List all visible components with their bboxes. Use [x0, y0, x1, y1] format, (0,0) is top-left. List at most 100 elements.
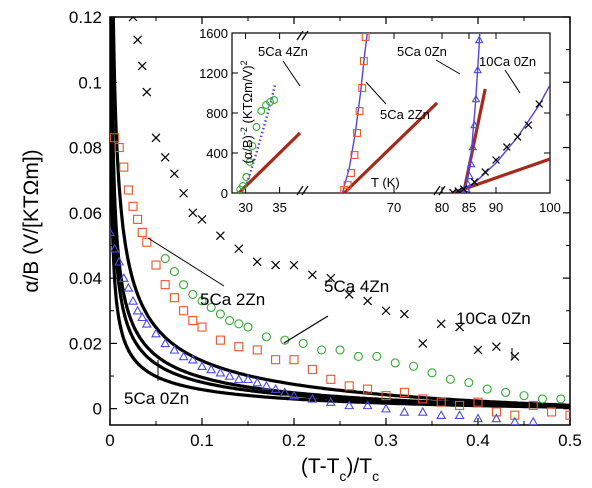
inset-y-title: (α/B)-2 (KTΩm/V)2 [239, 60, 255, 163]
point-1-18 [409, 361, 419, 371]
fit-dot-2-9 [129, 332, 133, 336]
inset-frame [231, 32, 551, 194]
point-3-4 [123, 282, 134, 292]
point-3-36 [510, 416, 520, 425]
inset-point-2-3 [465, 171, 474, 180]
fit-dot-1-7 [125, 305, 129, 309]
point-0-25 [491, 342, 501, 352]
point-2-14 [215, 335, 225, 345]
point-1-14 [335, 345, 345, 355]
fit-dot-2-4 [119, 295, 123, 300]
fit-dot-0-6 [123, 239, 127, 243]
inset-linear-fit-2 [462, 88, 487, 193]
inset-point-3-1 [454, 187, 463, 193]
point-2-0 [110, 133, 120, 143]
point-1-7 [225, 316, 235, 326]
fit-dot-3-11 [133, 358, 137, 362]
fit-dot-2-7 [125, 321, 129, 325]
y-tick-label-0: 0 [93, 400, 102, 419]
point-0-7 [179, 188, 189, 198]
fit-dot-3-6 [123, 340, 127, 344]
point-1-15 [353, 351, 363, 362]
point-0-13 [271, 260, 281, 270]
inset-break-bottom-1 [296, 185, 304, 196]
inset-leader-5ca-2zn [365, 81, 387, 105]
point-0-9 [197, 214, 207, 224]
inset-point-2-9 [474, 35, 484, 44]
inset-x-tick-label-2: 70 [387, 200, 401, 215]
point-2-11 [179, 306, 189, 316]
point-3-20 [252, 377, 263, 387]
fit-dot-0-10 [131, 278, 135, 282]
point-0-19 [381, 306, 391, 316]
point-1-23 [501, 387, 511, 397]
label-5ca-2zn: 5Ca 2Zn [200, 290, 265, 309]
inset-point-2-2 [463, 179, 473, 188]
point-2-25 [418, 394, 428, 404]
point-3-14 [197, 361, 207, 370]
x-axis-title-sub2: c [372, 468, 379, 484]
point-0-15 [307, 270, 317, 280]
inset-point-0-4 [248, 142, 257, 150]
point-2-27 [455, 400, 465, 410]
x-tick-label-5: 0.5 [558, 431, 582, 450]
inset-point-2-7 [471, 94, 481, 103]
point-3-0 [110, 227, 115, 237]
point-3-11 [169, 344, 180, 354]
point-0-4 [151, 133, 161, 143]
fit-dot-1-6 [123, 297, 127, 301]
fit-dot-0-9 [129, 271, 133, 275]
inset-label-5ca-0zn: 5Ca 0Zn [397, 44, 447, 59]
point-2-19 [307, 364, 317, 375]
inset-x-tick-label-6: 100 [539, 200, 561, 215]
inset-x-tick-label-0: 30 [238, 200, 252, 215]
y-tick-label-6: 0.12 [69, 8, 102, 27]
series-labels: 10Ca 0Zn 5Ca 4Zn 5Ca 2Zn 5Ca 0Zn [124, 237, 531, 408]
point-3-21 [261, 380, 272, 390]
inset-break-bottom-3 [433, 185, 441, 196]
point-2-28 [473, 397, 483, 407]
point-1-12 [298, 338, 308, 348]
point-0-5 [160, 152, 170, 162]
point-1-5 [206, 302, 216, 313]
point-2-29 [491, 407, 501, 417]
point-0-2 [137, 61, 147, 71]
fit-dot-0-13 [137, 296, 141, 300]
point-3-34 [473, 413, 483, 423]
x-tick-label-4: 0.4 [466, 431, 490, 450]
inset-break-top-2 [301, 30, 309, 41]
point-3-13 [187, 354, 198, 364]
inset-point-0-5 [252, 123, 261, 131]
fit-dot-0-5 [121, 224, 125, 228]
inset-x-tick-label-1: 35 [272, 200, 286, 215]
inset-y-tick-label-4: 1600 [199, 26, 228, 41]
point-1-1 [169, 267, 179, 277]
fit-dot-3-2 [115, 302, 119, 306]
inset-point-1-4 [353, 129, 361, 137]
inset-point-0-6 [257, 107, 266, 115]
fit-dot-2-3 [117, 281, 121, 285]
point-3-37 [528, 416, 538, 425]
point-0-12 [252, 257, 262, 267]
point-2-21 [344, 381, 354, 391]
fit-dot-1-9 [129, 318, 133, 322]
point-2-20 [326, 374, 336, 384]
point-2-23 [381, 391, 391, 401]
point-3-30 [399, 406, 410, 416]
inset-leader-10ca-0zn [504, 69, 521, 94]
inset-label-5ca-4zn: 5Ca 4Zn [258, 44, 308, 59]
point-0-21 [418, 338, 428, 348]
inset-point-3-4 [481, 168, 490, 176]
inset-point-1-2 [347, 169, 355, 177]
point-3-19 [243, 374, 253, 384]
inset-point-2-6 [470, 120, 479, 129]
point-0-22 [436, 319, 446, 329]
inset-point-1-1 [343, 181, 352, 189]
inset-point-2-4 [466, 159, 476, 168]
fit-dot-2-13 [137, 346, 141, 350]
inset-axis-breaks [296, 30, 446, 196]
x-axis-title-sub1: c [339, 468, 346, 484]
point-1-10 [261, 332, 271, 342]
fit-dot-2-12 [135, 343, 139, 347]
